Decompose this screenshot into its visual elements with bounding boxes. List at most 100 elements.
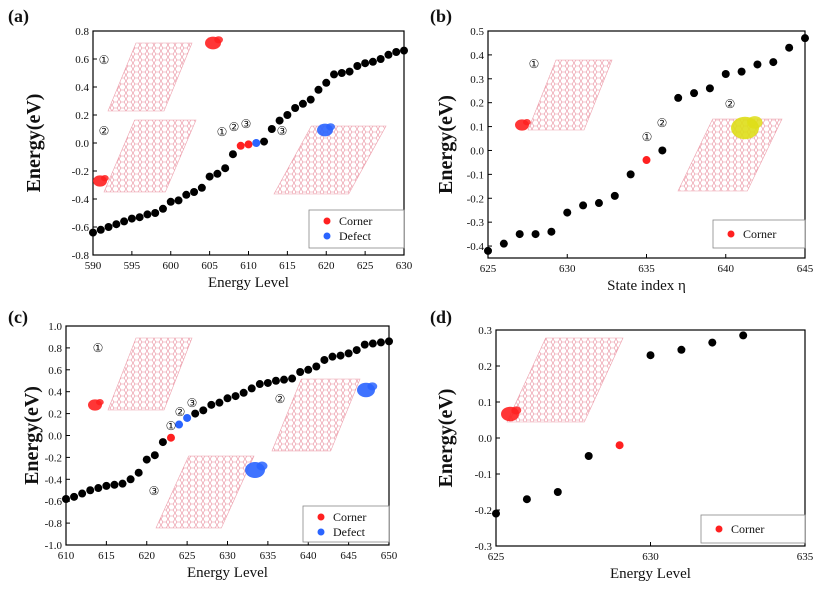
data-point — [271, 376, 280, 385]
legend-label: Corner — [333, 510, 366, 524]
y-tick-label: -0.4 — [72, 194, 90, 206]
data-point — [298, 99, 307, 108]
data-point — [135, 213, 144, 222]
y-tick-label: -0.2 — [72, 166, 89, 178]
data-point — [283, 111, 292, 119]
data-point — [330, 70, 339, 79]
y-tick-label: 0.2 — [48, 409, 62, 421]
data-point — [384, 50, 393, 59]
y-tick-label: -0.4 — [467, 241, 485, 253]
data-point — [267, 125, 276, 133]
y-tick-label: -0.8 — [72, 250, 90, 262]
y-tick-label: 0.0 — [75, 138, 89, 150]
y-tick-label: -0.8 — [45, 518, 63, 530]
y-tick-label: 0.2 — [470, 98, 484, 110]
data-point — [400, 46, 408, 55]
x-tick-label: 630 — [642, 551, 659, 563]
data-point — [320, 355, 329, 364]
x-tick-label: 595 — [124, 260, 141, 272]
y-tick-label: 0.4 — [48, 387, 62, 399]
data-point — [255, 380, 264, 389]
y-tick-label: -0.2 — [45, 452, 62, 464]
y-tick-label: 0.8 — [75, 26, 89, 38]
lattice-flake-inset — [107, 42, 193, 112]
panel-d: 625 630 635 -0.3 -0.2 -0.1 0.0 0.1 0.2 0.3 Corner E… — [430, 307, 814, 582]
data-point — [263, 378, 272, 387]
y-tick-label: -0.1 — [475, 469, 492, 481]
wavefunction-blob — [523, 119, 531, 126]
data-point — [322, 78, 331, 87]
data-point — [801, 34, 809, 43]
state-annotation: ① — [529, 57, 540, 71]
data-point — [646, 351, 655, 360]
y-tick-label: 1.0 — [48, 321, 62, 333]
y-tick-label: -0.1 — [467, 169, 484, 181]
wavefunction-blob — [747, 116, 763, 129]
data-point — [158, 204, 167, 213]
data-point — [361, 59, 370, 68]
data-point — [127, 214, 136, 223]
data-point — [118, 479, 127, 488]
data-point — [499, 239, 508, 248]
data-point — [89, 228, 97, 237]
x-tick-label: 625 — [357, 260, 374, 272]
data-point — [344, 349, 353, 358]
y-tick-label: -0.6 — [45, 496, 63, 508]
legend-marker — [317, 513, 325, 521]
data-point — [174, 196, 183, 205]
x-tick-label: 625 — [488, 551, 505, 563]
data-point — [553, 488, 562, 496]
data-point — [753, 60, 762, 69]
x-tick-label: 625 — [480, 263, 497, 275]
y-tick-label: -1.0 — [45, 540, 63, 552]
legend-marker — [323, 217, 331, 225]
data-point — [360, 340, 369, 349]
wavefunction-blob — [256, 461, 268, 471]
y-tick-label: 0.0 — [470, 145, 484, 157]
x-tick-label: 610 — [240, 260, 257, 272]
y-tick-label: 0.3 — [478, 325, 492, 337]
data-point — [658, 146, 667, 155]
data-point — [690, 89, 699, 98]
data-point — [96, 225, 105, 234]
data-point — [304, 365, 313, 374]
y-tick-label: 0.2 — [478, 361, 492, 373]
x-tick-label: 615 — [279, 260, 296, 272]
y-tick-label: 0.1 — [478, 397, 492, 409]
y-axis-label: Energy(eV) — [435, 95, 457, 194]
wavefunction-blob — [511, 406, 522, 415]
data-point — [223, 394, 232, 403]
state-annotation: ③ — [241, 117, 252, 131]
data-point — [260, 137, 269, 146]
x-tick-label: 650 — [381, 550, 398, 562]
data-point — [737, 67, 746, 76]
y-tick-label: 0.8 — [48, 343, 62, 355]
data-point — [296, 367, 305, 376]
x-tick-label: 635 — [260, 550, 277, 562]
defect-point — [252, 139, 261, 147]
data-point — [104, 223, 113, 231]
y-tick-label: -0.6 — [72, 222, 90, 234]
x-tick-label: 645 — [340, 550, 357, 562]
data-point — [368, 57, 377, 66]
legend-marker — [317, 528, 325, 536]
data-point — [291, 104, 300, 112]
data-point — [151, 209, 160, 217]
state-annotation: ② — [99, 124, 110, 138]
data-point — [584, 452, 593, 460]
state-annotation: ① — [93, 341, 104, 355]
lattice-flake-inset — [103, 119, 197, 193]
y-tick-label: 0.4 — [75, 82, 89, 94]
data-point — [120, 217, 129, 226]
corner-point — [642, 156, 651, 165]
legend-label: Defect — [339, 229, 372, 243]
y-tick-label: 0.5 — [470, 26, 484, 38]
data-point — [199, 406, 208, 415]
data-point — [94, 484, 103, 493]
x-axis-label: Energy Level — [610, 566, 691, 582]
state-annotation: ③ — [187, 396, 198, 410]
lattice-flake-inset — [273, 125, 387, 195]
data-point — [150, 451, 159, 460]
data-point — [547, 227, 556, 236]
legend-box — [308, 209, 405, 249]
